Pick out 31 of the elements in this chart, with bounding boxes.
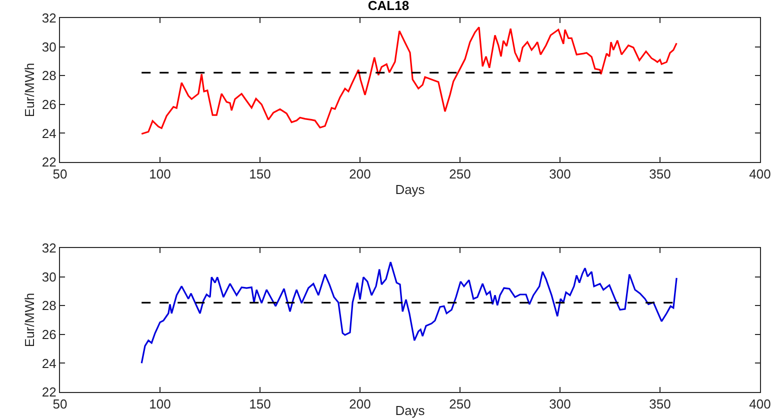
x-tick-label: 200 [349,396,371,412]
x-axis-title: Days [395,182,426,198]
line-series [140,261,678,364]
x-tick-label: 400 [749,396,771,412]
y-tick-label: 24 [42,356,56,371]
y-tick-label: 24 [42,126,56,141]
x-tick-label: 350 [649,166,671,182]
line-series [140,26,678,135]
x-axis-title: Days [395,403,426,418]
y-tick-label: 28 [42,68,56,84]
x-tick-label: 100 [149,166,171,182]
y-tick-label: 26 [42,96,56,112]
y-tick-label: 32 [42,240,56,256]
x-tick-label: 200 [349,166,371,182]
x-tick-label: 300 [549,166,571,182]
y-tick-label: 28 [42,298,56,314]
y-tick-label: 30 [42,269,56,284]
chart-title: CAL18 [368,0,410,14]
y-axis-title: Eur/MWh [22,62,37,118]
x-tick-label: 100 [149,396,171,412]
x-tick-label: 250 [449,166,471,182]
x-tick-label: 250 [449,396,471,412]
x-tick-label: 400 [749,166,771,182]
y-tick-label: 26 [42,326,56,342]
x-tick-label: 150 [249,396,271,412]
y-tick-label: 32 [42,10,56,26]
y-axis-title: Eur/MWh [22,292,37,348]
x-tick-label: 300 [549,396,571,412]
x-tick-label: 350 [649,396,671,412]
x-tick-label: 150 [249,166,271,182]
y-tick-label: 30 [42,39,56,54]
